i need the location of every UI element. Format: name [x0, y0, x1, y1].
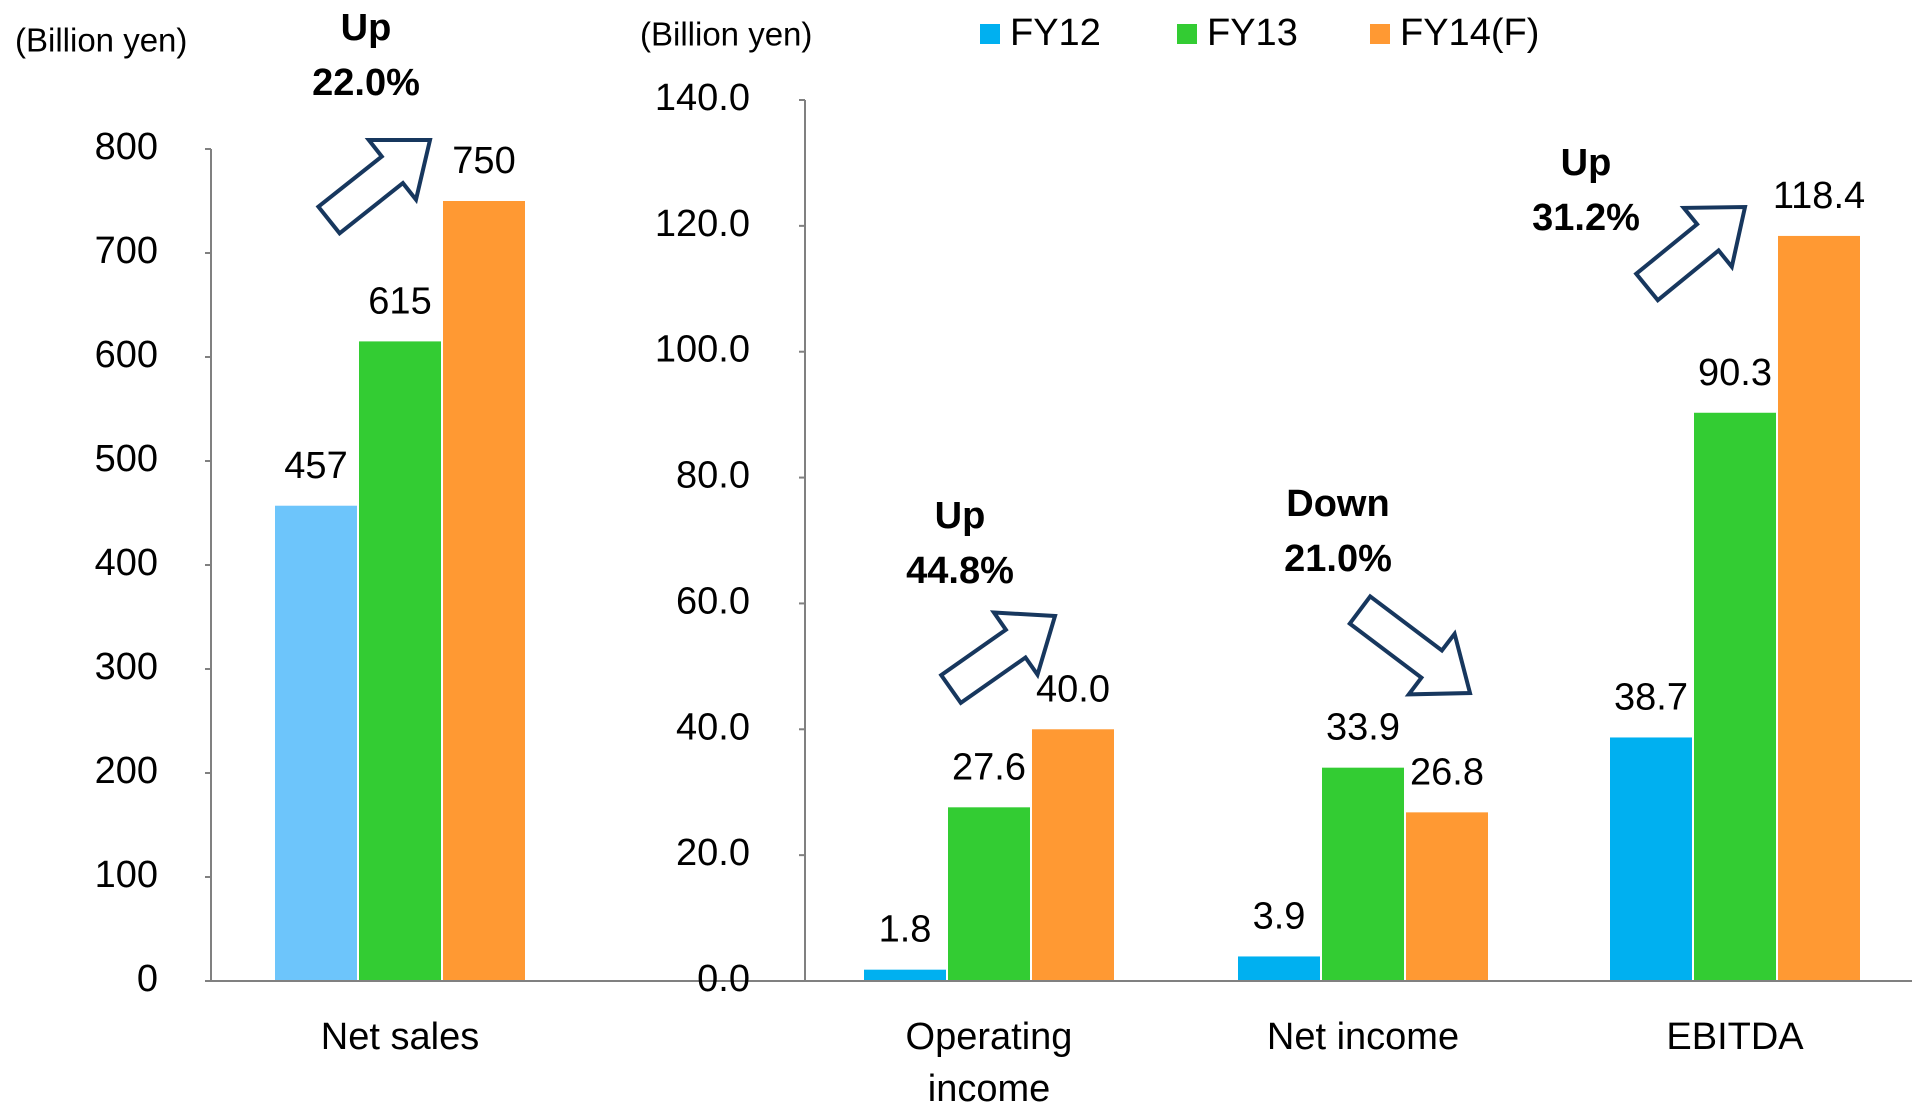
bar — [275, 505, 357, 981]
bar — [864, 969, 946, 981]
y-tick-label: 120.0 — [655, 203, 750, 245]
legend-swatch — [1370, 24, 1390, 44]
y-tick-label: 80.0 — [676, 455, 750, 497]
data-label: 615 — [368, 280, 431, 322]
annotation: 22.0% — [312, 62, 420, 104]
bar — [1406, 812, 1488, 981]
annotation: Up — [341, 7, 392, 49]
annotation: 31.2% — [1532, 197, 1640, 239]
y-tick-label: 100 — [95, 854, 158, 896]
arrow — [938, 610, 1058, 706]
x-tick-label: EBITDA — [1666, 1016, 1804, 1058]
arrow — [315, 138, 433, 237]
legend-swatch — [980, 24, 1000, 44]
data-label: 457 — [284, 445, 347, 487]
data-label: 118.4 — [1773, 175, 1865, 217]
y-tick-label: 60.0 — [676, 580, 750, 622]
legend-label: FY12 — [1010, 12, 1101, 54]
y-tick-label: 400 — [95, 542, 158, 584]
y-tick-label: 40.0 — [676, 706, 750, 748]
annotation: 44.8% — [906, 550, 1014, 592]
y-tick-label: 200 — [95, 750, 158, 792]
arrow — [1347, 593, 1473, 697]
data-label: 27.6 — [952, 746, 1026, 788]
legend-label: FY14(F) — [1400, 12, 1539, 54]
x-tick-label: Net income — [1266, 1016, 1460, 1058]
y-axis-label: (Billion yen) — [640, 16, 812, 53]
annotation: Up — [1561, 142, 1612, 184]
bar — [1610, 737, 1692, 981]
data-label: 26.8 — [1410, 751, 1484, 793]
bar — [1322, 767, 1404, 981]
x-tick-label: Net sales — [320, 1016, 480, 1058]
data-label: 33.9 — [1326, 707, 1400, 749]
arrow — [1633, 204, 1748, 304]
bar — [948, 807, 1030, 981]
bar — [1238, 956, 1320, 981]
legend-label: FY13 — [1207, 12, 1298, 54]
bar — [359, 341, 441, 981]
y-tick-label: 0.0 — [697, 958, 750, 1000]
annotation: Down — [1286, 483, 1389, 525]
y-tick-label: 100.0 — [655, 329, 750, 371]
data-label: 750 — [452, 140, 515, 182]
annotation: 21.0% — [1284, 538, 1392, 580]
y-tick-label: 600 — [95, 334, 158, 376]
data-label: 90.3 — [1698, 352, 1772, 394]
y-tick-label: 800 — [95, 126, 158, 168]
y-tick-label: 140.0 — [655, 77, 750, 119]
bar — [443, 201, 525, 981]
data-label: 38.7 — [1614, 676, 1688, 718]
bar — [1694, 412, 1776, 981]
legend-swatch — [1177, 24, 1197, 44]
y-axis-label: (Billion yen) — [15, 22, 187, 59]
x-tick-label: Operating income — [905, 1016, 1073, 1108]
y-tick-label: 20.0 — [676, 832, 750, 874]
y-tick-label: 300 — [95, 646, 158, 688]
bar — [1032, 729, 1114, 981]
y-tick-label: 700 — [95, 230, 158, 272]
data-label: 3.9 — [1253, 895, 1306, 937]
bar — [1778, 235, 1860, 981]
data-label: 40.0 — [1036, 668, 1110, 710]
y-tick-label: 0 — [137, 958, 158, 1000]
y-tick-label: 500 — [95, 438, 158, 480]
annotation: Up — [935, 495, 986, 537]
data-label: 1.8 — [879, 909, 932, 951]
